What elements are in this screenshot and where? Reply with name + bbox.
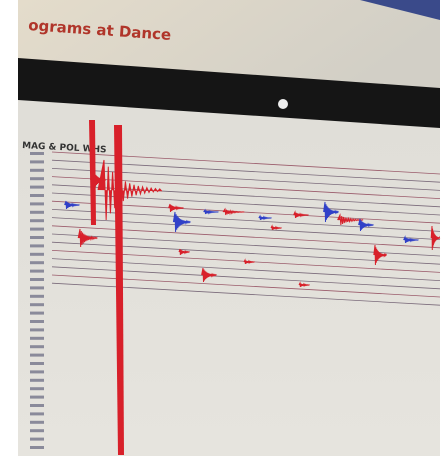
wave	[298, 281, 310, 288]
time-label	[30, 446, 44, 449]
wave	[172, 211, 191, 233]
wave	[270, 224, 282, 231]
time-label	[30, 160, 44, 164]
wave	[168, 203, 184, 213]
time-label	[30, 420, 44, 424]
corner	[360, 0, 440, 20]
spike	[114, 125, 124, 455]
waves	[64, 120, 441, 455]
wave	[337, 213, 364, 226]
time-label	[30, 378, 44, 382]
wave	[201, 267, 217, 283]
time-label	[30, 328, 44, 332]
time-label	[30, 362, 44, 365]
time-label	[30, 370, 44, 374]
panel-label: MAG & POL WHS	[22, 141, 107, 155]
time-label	[30, 387, 44, 391]
wave	[293, 210, 309, 219]
wave	[90, 165, 106, 195]
wave	[222, 207, 245, 216]
wave	[64, 200, 80, 210]
time-label	[30, 210, 44, 214]
wave	[373, 244, 388, 266]
wave	[430, 225, 441, 251]
time-label	[30, 429, 44, 433]
time-label	[30, 219, 44, 223]
time-label	[30, 320, 44, 323]
wave	[258, 214, 272, 221]
time-label	[30, 236, 44, 239]
wave	[178, 248, 190, 256]
wave	[97, 159, 163, 221]
wave	[323, 201, 339, 223]
dark-band	[18, 58, 440, 128]
time-label	[30, 395, 44, 399]
time-label	[30, 404, 44, 407]
time-label	[30, 303, 44, 307]
wave	[243, 258, 255, 265]
time-label	[30, 168, 44, 172]
time-label	[30, 294, 44, 298]
time-label	[30, 345, 44, 349]
time-label	[30, 286, 44, 290]
time-label	[30, 252, 44, 256]
time-label	[30, 185, 44, 189]
time-labels	[30, 152, 44, 449]
time-label	[30, 336, 44, 340]
time-label	[30, 177, 44, 181]
time-label	[30, 437, 44, 441]
time-label	[30, 269, 44, 273]
wave	[358, 218, 374, 232]
time-label	[30, 353, 44, 357]
wave	[203, 208, 219, 215]
time-label	[30, 278, 44, 281]
time-label	[30, 152, 44, 155]
icon	[278, 99, 288, 109]
time-label	[30, 311, 44, 315]
time-label	[30, 261, 44, 265]
wave	[77, 228, 98, 248]
time-label	[30, 227, 44, 231]
time-label	[30, 194, 44, 197]
wave	[403, 235, 419, 244]
time-label	[30, 244, 44, 248]
time-label	[30, 202, 44, 206]
time-label	[30, 412, 44, 416]
